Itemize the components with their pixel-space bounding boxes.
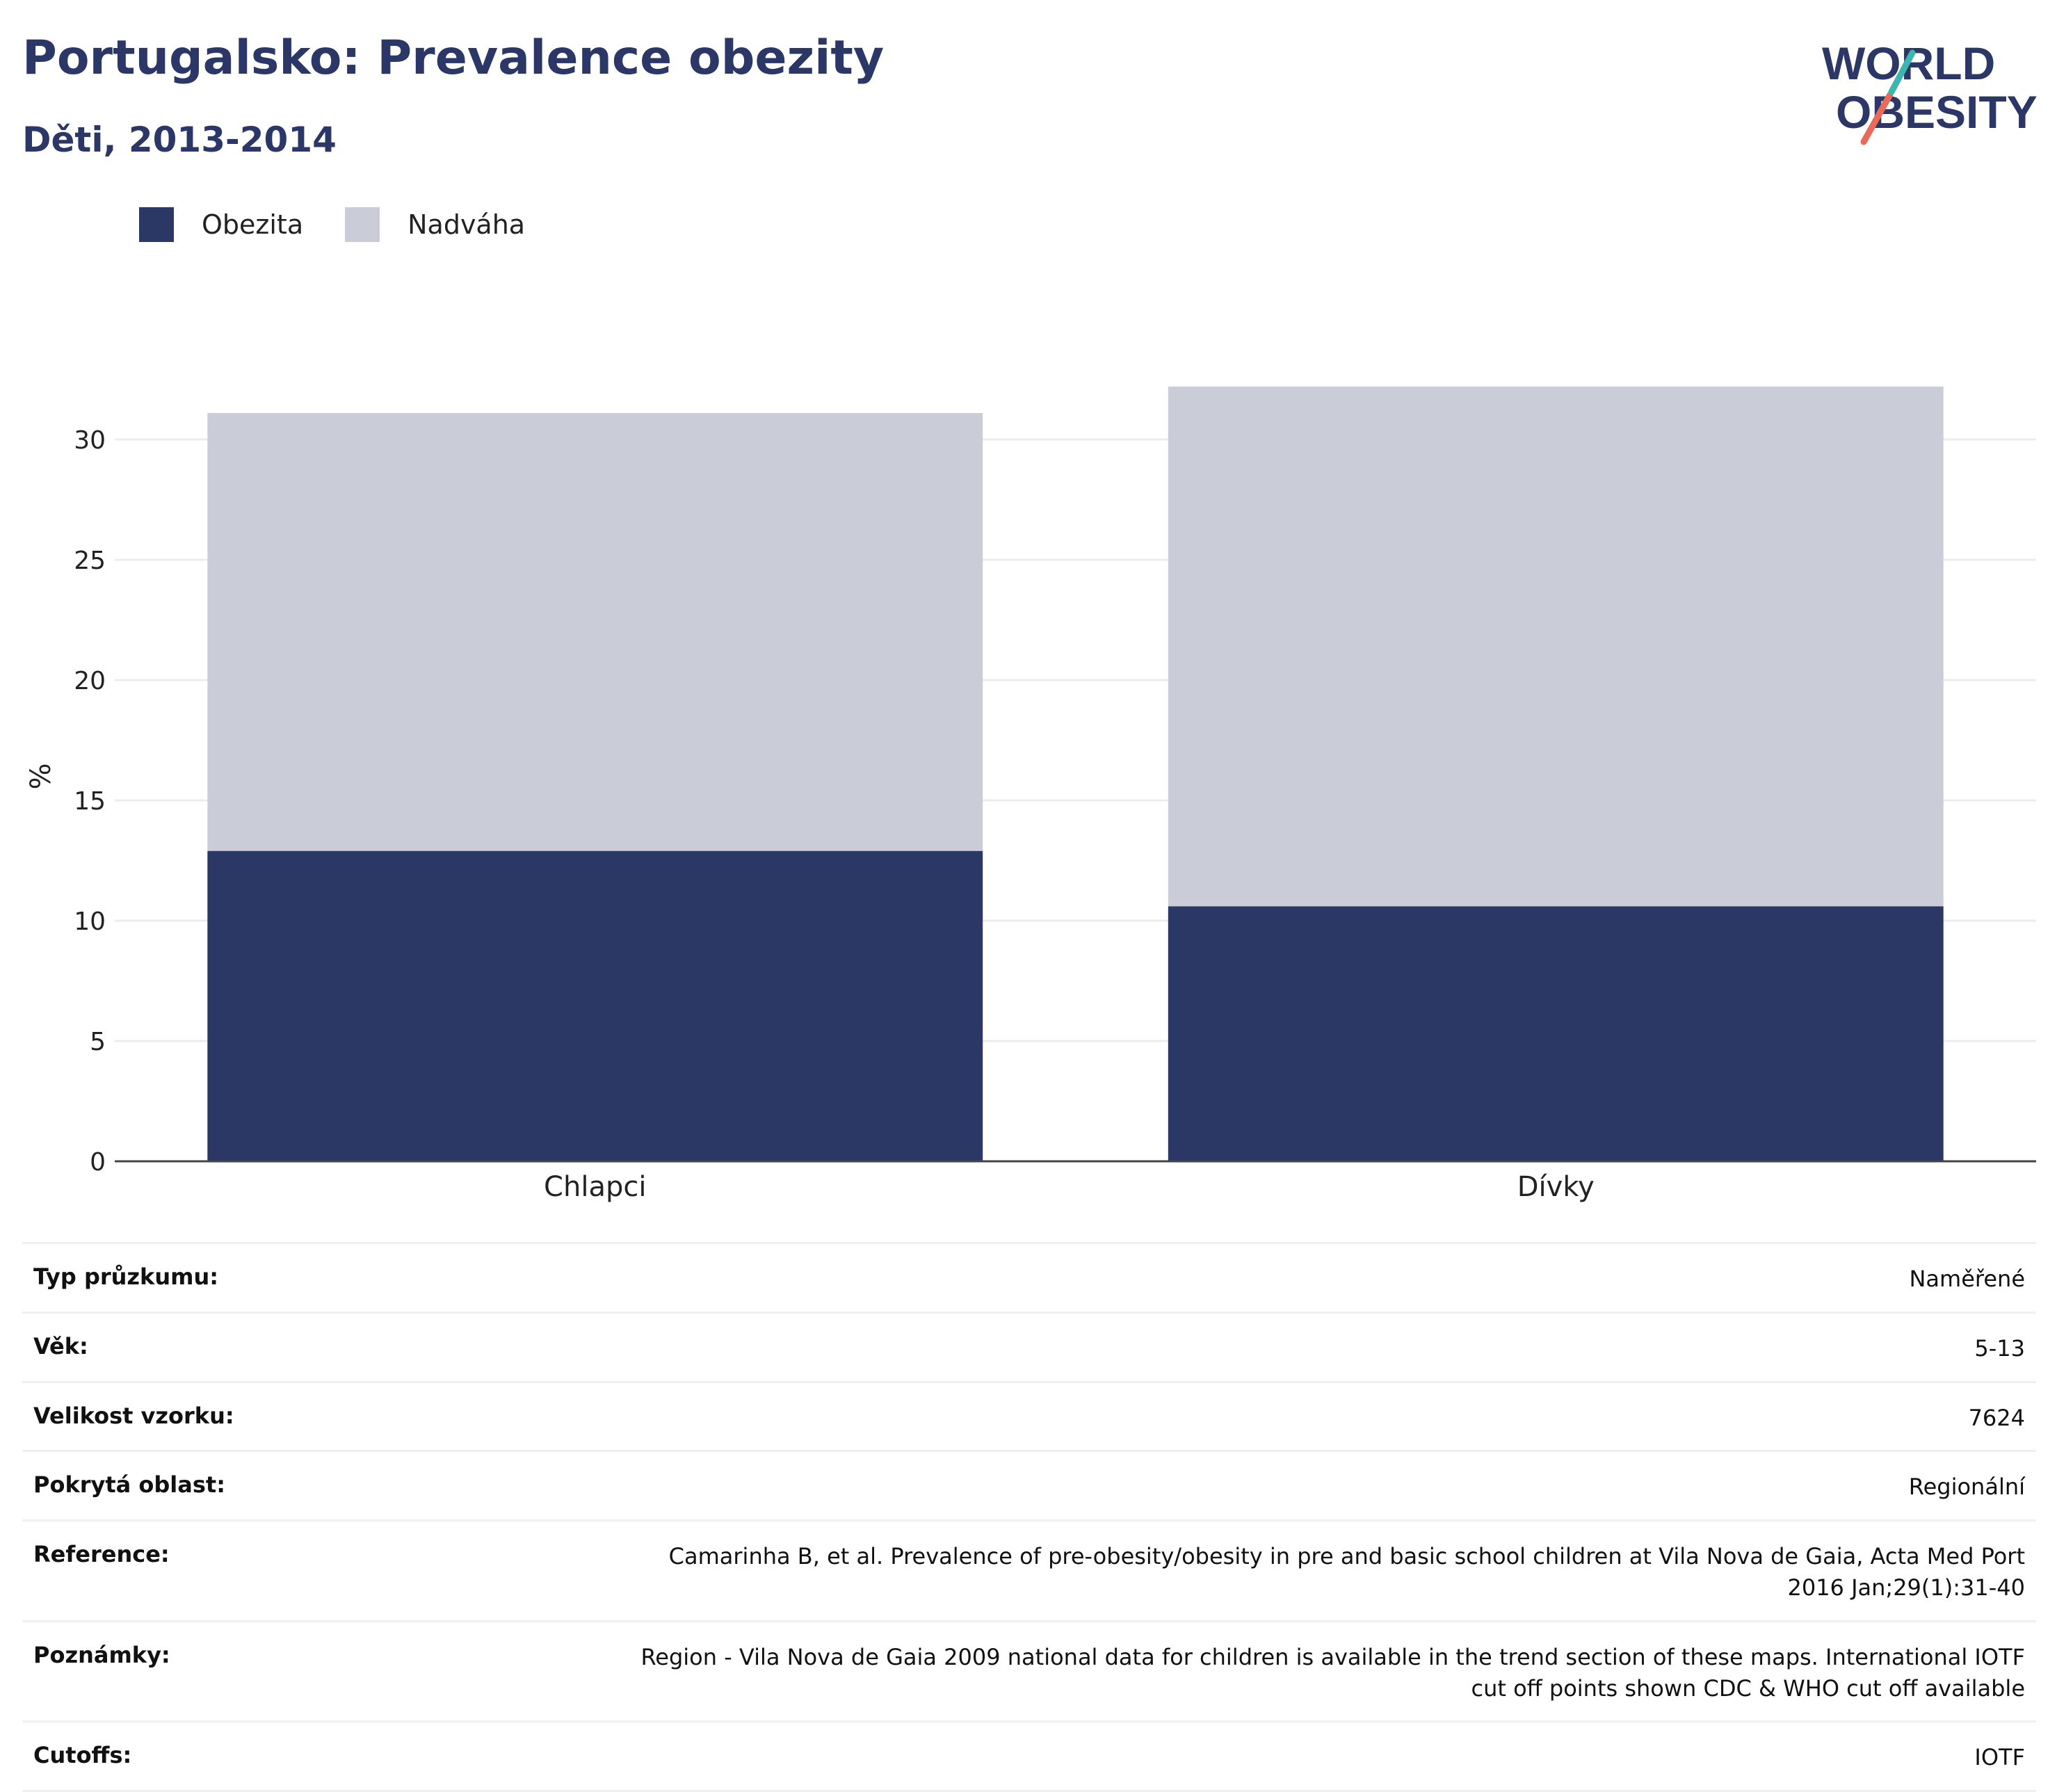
info-value: Naměřené — [1909, 1266, 2025, 1292]
info-label: Pokrytá oblast: — [33, 1471, 225, 1499]
info-row: Typ průzkumu: Naměřené — [22, 1242, 2036, 1311]
survey-info-table: Typ průzkumu: Naměřené Věk: 5-13 Velikost vz… — [22, 1242, 2036, 1792]
x-tick-label: Dívky — [1517, 1171, 1595, 1203]
y-tick-label: 10 — [74, 907, 106, 936]
y-tick-label: 15 — [74, 787, 106, 816]
info-label: Cutoffs: — [33, 1742, 132, 1769]
legend-label-nadvaha: Nadváha — [408, 209, 526, 240]
info-label: Velikost vzorku: — [33, 1402, 234, 1429]
bar-obezita-dívky[interactable] — [1168, 906, 1944, 1161]
info-row: Poznámky: Region - Vila Nova de Gaia 2009… — [22, 1620, 2036, 1721]
bar-obezita-chlapci[interactable] — [207, 850, 983, 1161]
bar-nadváha-dívky[interactable] — [1168, 386, 1944, 907]
legend-label-obezita: Obezita — [202, 209, 304, 240]
info-row: Pokrytá oblast: Regionální — [22, 1450, 2036, 1519]
info-value: Camarinha B, et al. Prevalence of pre-ob… — [668, 1543, 2025, 1601]
info-value: 5-13 — [1974, 1334, 2025, 1362]
info-label: Typ průzkumu: — [33, 1264, 219, 1290]
y-tick-label: 0 — [90, 1148, 106, 1177]
info-label: Věk: — [33, 1332, 88, 1359]
x-tick-label: Chlapci — [544, 1171, 646, 1203]
y-tick-label: 25 — [74, 547, 106, 575]
info-value: 7624 — [1968, 1404, 2025, 1431]
legend-item-nadvaha[interactable]: Nadváha — [345, 207, 525, 242]
legend-swatch-nadvaha — [345, 207, 380, 242]
logo-word-2: OBESITY — [1836, 86, 2038, 138]
legend-swatch-obezita — [139, 207, 174, 242]
chart-subtitle: Děti, 2013-2014 — [22, 120, 337, 160]
info-row: Reference: Camarinha B, et al. Prevalence… — [22, 1519, 2036, 1620]
y-axis-title: % — [25, 763, 57, 789]
stacked-bar-chart: 0 5 10 15 20 25 30% Chlapci Dívky — [25, 386, 2036, 1203]
info-label: Poznámky: — [33, 1641, 170, 1668]
world-obesity-logo: WORLD OBESITY — [1822, 38, 2038, 145]
y-tick-label: 20 — [74, 667, 106, 695]
info-value: Region - Vila Nova de Gaia 2009 national… — [640, 1643, 2025, 1702]
y-tick-label: 30 — [74, 426, 106, 455]
info-label: Reference: — [33, 1541, 170, 1568]
y-tick-label: 5 — [90, 1028, 106, 1056]
info-value: Regionální — [1908, 1474, 2025, 1501]
bar-nadváha-chlapci[interactable] — [207, 412, 983, 851]
chart-title: Portugalsko: Prevalence obezity — [22, 31, 885, 86]
info-row: Věk: 5-13 — [22, 1311, 2036, 1381]
chart-legend: Obezita Nadváha — [139, 207, 567, 242]
info-row: Velikost vzorku: 7624 — [22, 1380, 2036, 1451]
info-row: Cutoffs: IOTF — [22, 1720, 2036, 1792]
legend-item-obezita[interactable]: Obezita — [139, 207, 303, 242]
info-value: IOTF — [1974, 1744, 2025, 1771]
